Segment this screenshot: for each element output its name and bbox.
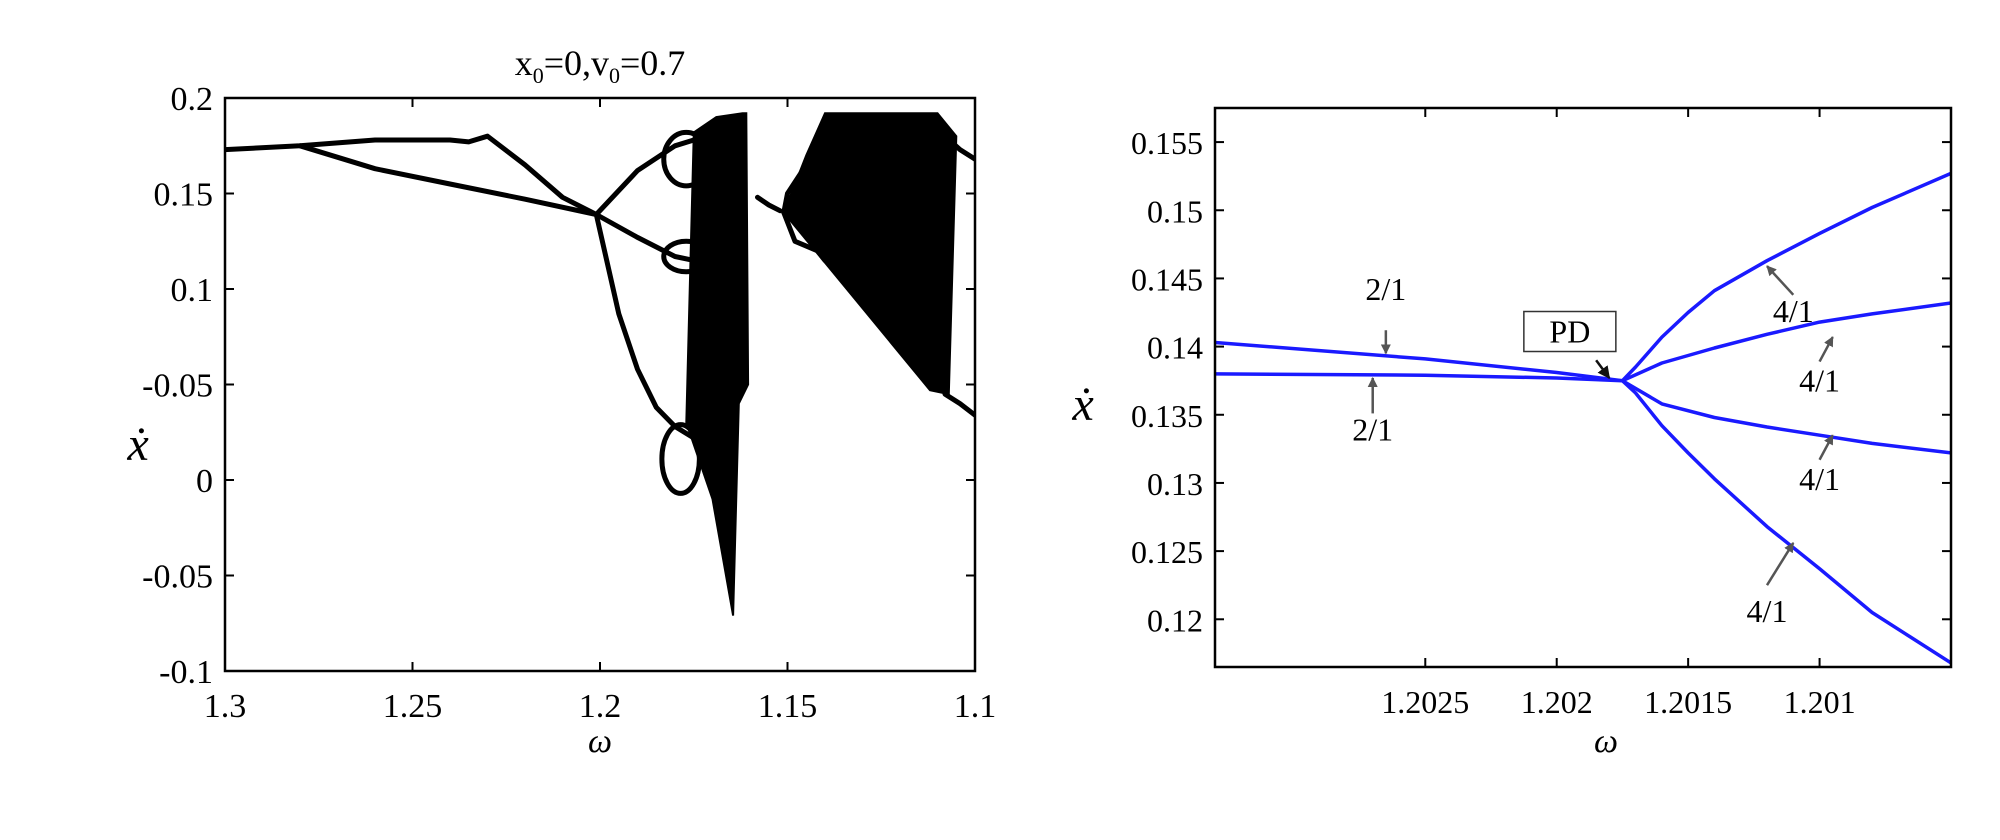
annotation-arrow — [1595, 359, 1611, 379]
x-axis-label: ω — [1594, 723, 1618, 760]
annotation-arrow — [1766, 265, 1795, 296]
series-line — [1620, 301, 1951, 383]
chaotic-region — [782, 112, 958, 396]
bifurcation-branch — [593, 137, 697, 217]
y-tick-label: 0.12 — [1147, 602, 1203, 638]
y-tick-label: 0.1 — [171, 272, 214, 309]
x-tick-label: 1.15 — [758, 688, 818, 725]
series-line — [1620, 171, 1951, 383]
series-line — [1620, 378, 1951, 455]
period-doubling-chart: 1.2025 1.202 1.2015 1.201 0.1550.150.1450.1… — [1071, 106, 1953, 760]
y-tick-label: 0.155 — [1131, 125, 1203, 161]
bifurcation-branch — [942, 391, 975, 418]
x-axis-label: ω — [588, 723, 612, 760]
y-axis: 0.155 0.15 0.145 0.14 0.135 0.13 0.125 0.12 — [1131, 125, 1951, 638]
annotation-arrow — [1765, 542, 1795, 586]
plot-frame — [1213, 106, 1953, 669]
pd-label: PD — [1549, 314, 1590, 350]
y-axis-label: ẋ — [126, 418, 149, 471]
y-tick-label: 0.135 — [1131, 398, 1203, 434]
y-tick-label: -0.05 — [142, 368, 213, 405]
pd-label-box — [1523, 310, 1617, 353]
period-label: 4/1 — [1747, 593, 1788, 629]
annotation-arrow — [1818, 336, 1834, 363]
bifurcation-loop — [661, 129, 712, 189]
x-tick-label: 1.2025 — [1381, 684, 1469, 720]
y-tick-label: 0.125 — [1131, 534, 1203, 570]
x-tick-label: 1.201 — [1784, 684, 1856, 720]
period-label: 4/1 — [1799, 363, 1840, 399]
y-tick-label: 0.13 — [1147, 466, 1203, 502]
bifurcation-chart: x0=0,v0=0.7 1.3 1.25 1.2 1.15 1.1 0.2 0.15 0.1… — [126, 43, 996, 760]
x-tick-label: 1.25 — [383, 688, 443, 725]
x-tick-label: 1.202 — [1521, 684, 1593, 720]
y-tick-label: -0.1 — [159, 654, 213, 691]
y-tick-label: 0.145 — [1131, 261, 1203, 297]
bifurcation-branch — [593, 212, 697, 441]
bifurcation-branch — [781, 210, 828, 263]
y-tick-label: 0.2 — [171, 81, 214, 118]
series-line — [1620, 378, 1951, 665]
y-tick-label: 0.15 — [1147, 193, 1203, 229]
bifurcation-loop — [661, 238, 712, 275]
annotation-arrow — [1818, 434, 1834, 461]
chaotic-region — [685, 112, 750, 616]
chart-title: x0=0,v0=0.7 — [515, 43, 686, 88]
period-label: 2/1 — [1365, 271, 1406, 307]
y-tick-label: 0.15 — [154, 177, 214, 214]
period-label: 2/1 — [1352, 412, 1393, 448]
y-tick-label: 0 — [196, 463, 213, 500]
bifurcation-loop — [659, 422, 702, 496]
y-axis: 0.2 0.15 0.1 -0.05 0 -0.05 -0.1 — [142, 81, 975, 691]
x-tick-label: 1.1 — [954, 688, 997, 725]
bifurcation-branch — [593, 212, 697, 263]
period-label: 4/1 — [1773, 293, 1814, 329]
period-label: 4/1 — [1799, 461, 1840, 497]
x-axis: 1.3 1.25 1.2 1.15 1.1 — [204, 98, 997, 725]
bifurcation-branch — [942, 133, 975, 162]
bifurcation-branch — [297, 143, 599, 217]
x-tick-label: 1.2 — [579, 688, 622, 725]
annotations: 2/1 2/1 PD 4/1 4/1 4/1 4/1 — [1352, 265, 1840, 629]
bifurcation-branch — [781, 149, 828, 216]
plot-area — [1215, 171, 1951, 665]
x-axis: 1.2025 1.202 1.2015 1.201 — [1381, 108, 1856, 720]
bifurcation-branch — [225, 133, 599, 217]
y-tick-label: -0.05 — [142, 559, 213, 596]
plot-area — [225, 112, 975, 616]
x-tick-label: 1.3 — [204, 688, 247, 725]
y-tick-label: 0.14 — [1147, 330, 1203, 366]
series-line — [1215, 340, 1625, 383]
bifurcation-branch — [755, 194, 783, 214]
series-line — [1215, 372, 1625, 383]
y-axis-label: ẋ — [1071, 378, 1094, 431]
x-tick-label: 1.2015 — [1644, 684, 1732, 720]
